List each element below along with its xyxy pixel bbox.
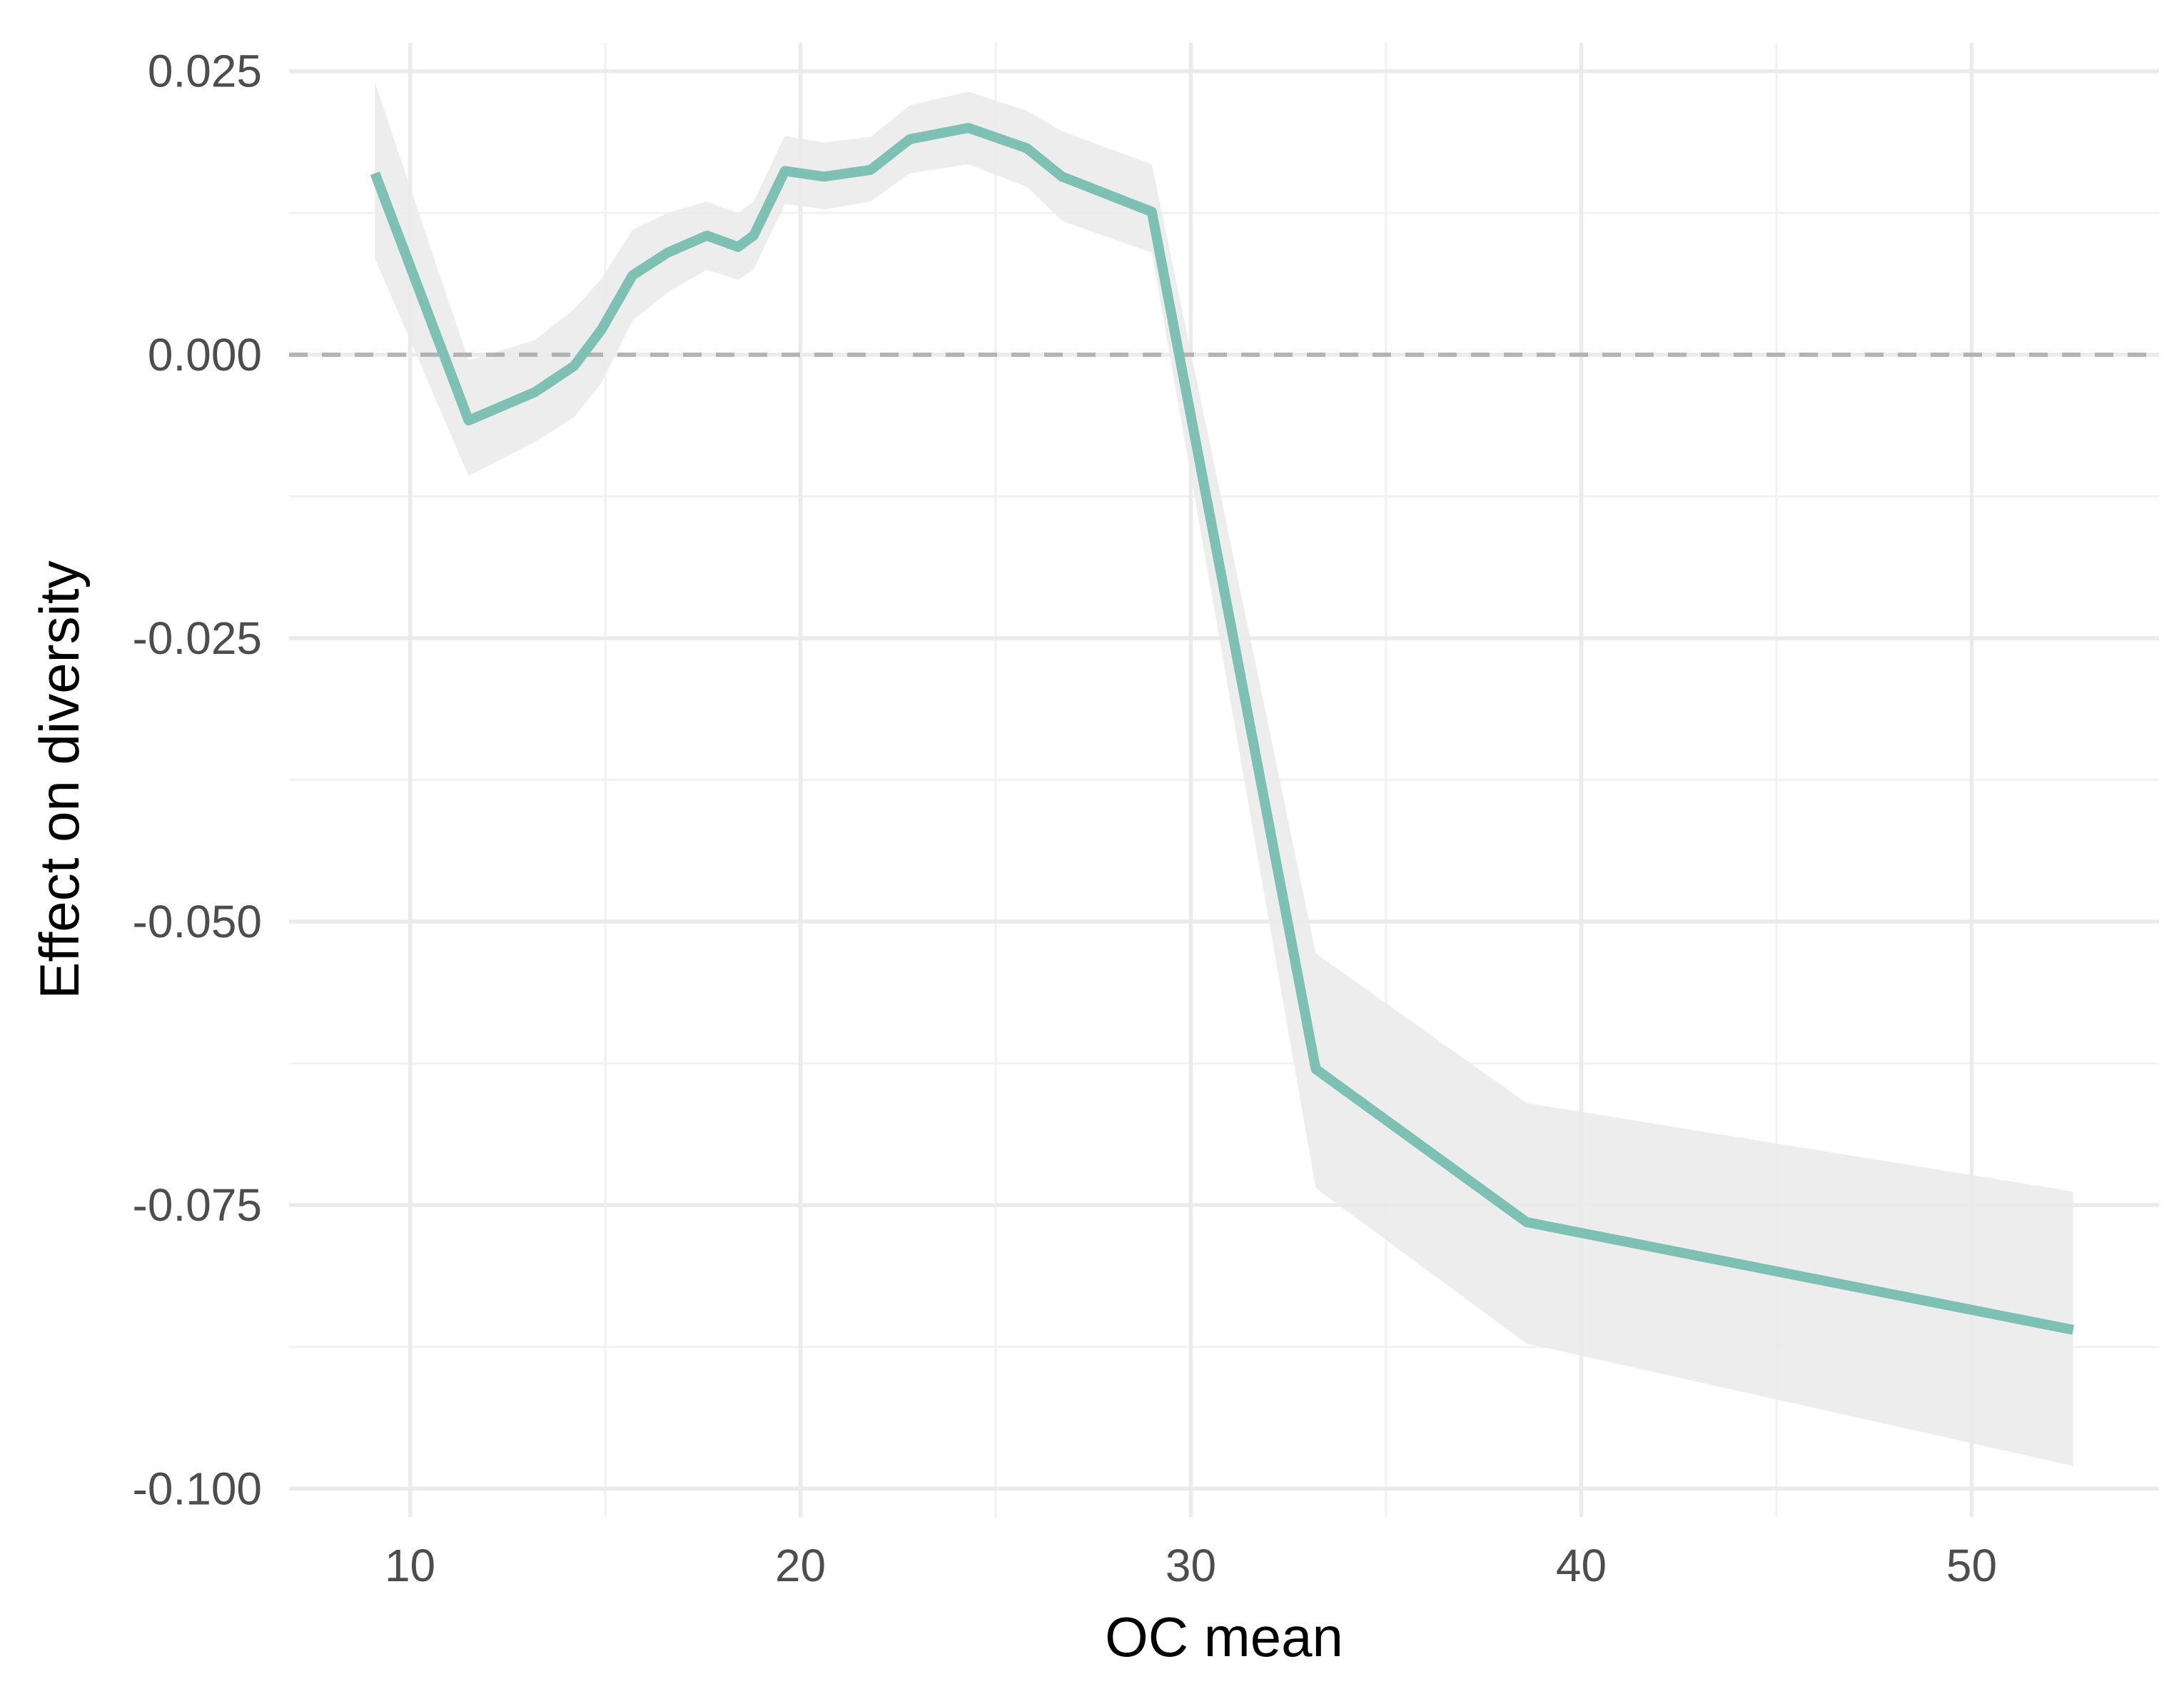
x-tick-label: 40 [1556,1540,1607,1591]
y-tick-label: -0.050 [133,896,262,947]
y-tick-label: -0.025 [133,612,262,664]
y-axis-title: Effect on diversity [28,560,91,999]
y-tick-label: 0.025 [148,46,262,97]
x-tick-label: 20 [775,1540,826,1591]
x-axis-tick-labels: 10 20 30 40 50 [385,1540,1997,1591]
x-tick-label: 10 [385,1540,435,1591]
x-axis-title: OC mean [1105,1605,1343,1668]
y-axis-tick-labels: 0.025 0.000 -0.025 -0.050 -0.075 -0.100 [133,46,262,1515]
x-tick-label: 50 [1946,1540,1997,1591]
confidence-band [375,82,2073,1466]
grid-minor-lines [289,43,2159,1517]
y-tick-label: -0.075 [133,1179,262,1231]
y-tick-label: -0.100 [133,1463,262,1514]
x-tick-label: 30 [1166,1540,1216,1591]
effect-line [370,123,2075,1335]
y-tick-label: 0.000 [148,329,262,380]
